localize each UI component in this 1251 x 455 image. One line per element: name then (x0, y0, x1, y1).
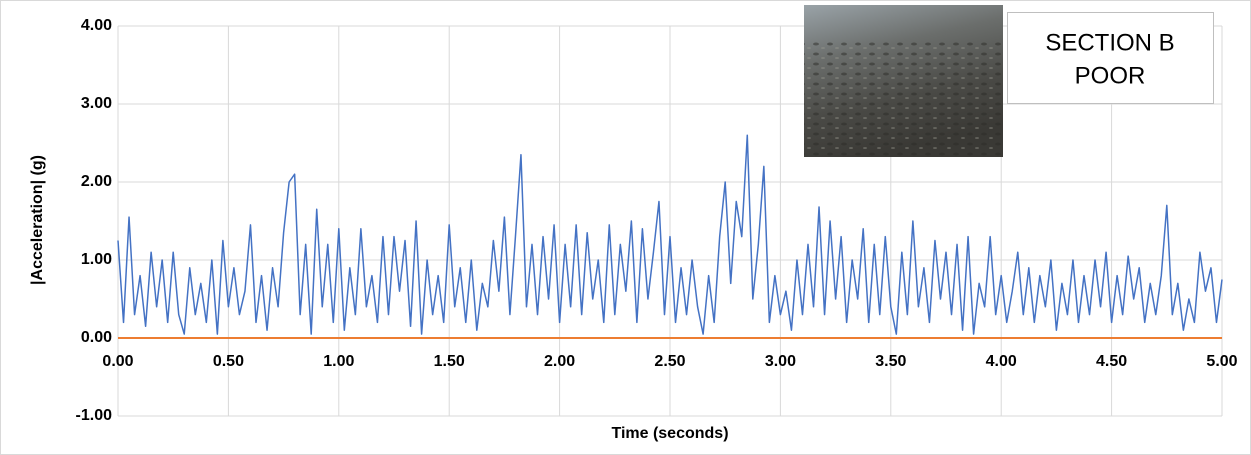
y-tick-label: 1.00 (81, 251, 112, 268)
x-tick-label: 2.00 (544, 353, 575, 370)
x-tick-label: 3.50 (875, 353, 906, 370)
x-tick-label: 3.00 (765, 353, 796, 370)
x-tick-label: 4.50 (1096, 353, 1127, 370)
x-tick-label: 1.50 (434, 353, 465, 370)
y-tick-label: 2.00 (81, 173, 112, 190)
x-tick-label: 5.00 (1206, 353, 1237, 370)
annotation-box (1007, 12, 1214, 104)
x-tick-label: 0.50 (213, 353, 244, 370)
plot (117, 134, 1223, 339)
y-tick-label: 4.00 (81, 17, 112, 34)
annotation: POOR (1075, 62, 1146, 89)
x-tick-label: 1.00 (323, 353, 354, 370)
photo-texture (804, 40, 1003, 157)
x-tick-label: 4.00 (986, 353, 1017, 370)
y-axis-title: |Acceleration| (g) (29, 155, 46, 285)
y-tick-label: 0.00 (81, 329, 112, 346)
series-line (117, 134, 1223, 335)
ticks: -1.00 0.00 1.00 2.00 3.00 4.00 0.00 0.50 1.00 1.5… (76, 17, 1238, 424)
x-tick-label: 0.00 (102, 353, 133, 370)
y-tick-label: 3.00 (81, 95, 112, 112)
x-tick-label: 2.50 (654, 353, 685, 370)
y-tick-label: -1.00 (76, 407, 113, 424)
x-axis-title: Time (seconds) (611, 425, 728, 442)
annotation: SECTION B (1045, 29, 1174, 56)
